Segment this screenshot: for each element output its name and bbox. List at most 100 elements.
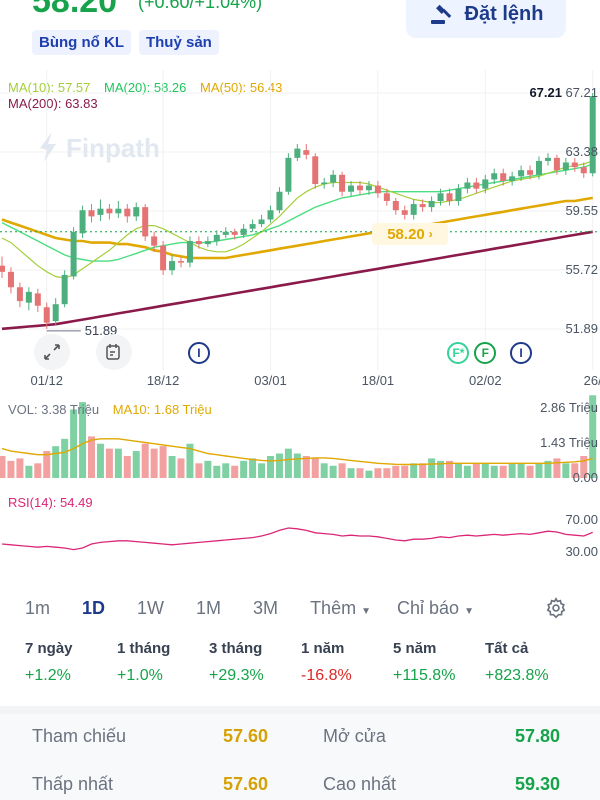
volume-bar	[141, 443, 149, 478]
volume-bar	[52, 446, 60, 478]
gavel-icon	[430, 4, 451, 24]
candle	[553, 157, 560, 171]
candle	[106, 208, 113, 214]
volume-bar	[463, 465, 471, 478]
volume-bar	[159, 446, 167, 478]
rsi-axis-label: 30.00	[565, 544, 598, 559]
tag-sector[interactable]: Thuỷ sản	[138, 30, 219, 55]
return-1m[interactable]: 1 tháng +1.0%	[117, 640, 171, 684]
volume-bar	[79, 402, 87, 478]
candle	[491, 173, 498, 180]
tab-1mo[interactable]: 1M	[196, 597, 222, 618]
candle	[536, 160, 542, 175]
price-stats-panel: Tham chiếu 57.60 Mở cửa 57.80 Thấp nhất …	[0, 714, 600, 800]
volume-bar	[356, 468, 364, 478]
high-price-value: 59.30	[515, 774, 561, 794]
stats-row: Tham chiếu 57.60 Mở cửa 57.80	[0, 726, 600, 766]
volume-bar	[267, 455, 274, 478]
candle	[562, 162, 569, 171]
event-marker[interactable]: F*	[447, 342, 470, 364]
tab-indicators[interactable]: Chỉ báo ▼	[397, 597, 474, 618]
volume-bar	[96, 443, 104, 478]
return-5y[interactable]: 5 năm +115.8%	[393, 640, 456, 684]
candle	[61, 274, 68, 305]
volume-bar	[311, 458, 319, 478]
date-axis-label: 26/	[584, 373, 600, 388]
candle	[357, 185, 363, 191]
volume-bar	[7, 460, 15, 478]
chart-note-button[interactable]	[96, 334, 132, 370]
return-all[interactable]: Tất cả +823.8%	[485, 640, 549, 684]
volume-bar	[105, 448, 113, 478]
volume-bar	[88, 436, 95, 478]
candle	[589, 96, 596, 174]
candlestick-chart[interactable]: Finpath 51.89 67.2163.3859.5555.7251.896…	[0, 70, 600, 590]
candle	[509, 176, 516, 181]
volume-bar	[472, 463, 480, 478]
candle	[383, 193, 390, 201]
place-order-button[interactable]: Đặt lệnh	[406, 0, 566, 38]
volume-bar	[526, 465, 534, 478]
volume-bar	[428, 458, 436, 478]
tab-1m[interactable]: 1m	[25, 597, 51, 618]
volume-bar	[571, 463, 579, 478]
candle	[571, 162, 578, 168]
volume-bar	[508, 463, 516, 478]
ma20-legend: MA(20): 58.26	[104, 80, 187, 95]
candle	[410, 204, 417, 215]
event-marker[interactable]: F	[474, 342, 497, 364]
candle	[527, 170, 534, 175]
volume-title: VOL: 3.38 Triệu	[8, 402, 100, 417]
date-axis-label: 18/12	[147, 373, 180, 388]
volume-ma-line	[1, 438, 593, 466]
candle	[419, 204, 426, 208]
current-price-badge[interactable]: 58.20 ›	[372, 223, 448, 245]
volume-bar	[437, 460, 445, 478]
volume-legend: VOL: 3.38 Triệu MA10: 1.68 Triệu	[8, 402, 212, 417]
candle	[222, 231, 229, 235]
candle	[97, 208, 104, 215]
volume-bar	[410, 463, 418, 478]
candle	[374, 185, 381, 194]
gear-icon[interactable]	[545, 597, 567, 619]
candle	[267, 210, 274, 220]
candle	[446, 193, 453, 201]
rsi-legend: RSI(14): 54.49	[8, 495, 93, 510]
volume-bar	[481, 463, 489, 478]
volume-bar	[25, 465, 33, 478]
tab-3m[interactable]: 3M	[253, 597, 279, 618]
tab-1d[interactable]: 1D	[82, 597, 106, 618]
price-axis-label: 55.72	[565, 262, 598, 277]
volume-bar	[499, 465, 507, 478]
volume-bar	[517, 463, 525, 478]
volume-bar	[392, 465, 400, 478]
event-marker[interactable]: I	[187, 342, 210, 364]
return-3m[interactable]: 3 tháng +29.3%	[209, 640, 264, 684]
candle	[160, 245, 167, 271]
candle	[365, 185, 372, 191]
finpath-watermark: Finpath	[66, 133, 160, 163]
date-axis-label: 18/01	[362, 373, 395, 388]
candle	[348, 185, 355, 192]
expand-chart-button[interactable]	[34, 334, 70, 370]
low-price-value: 57.60	[223, 774, 269, 794]
tab-more[interactable]: Thêm ▼	[310, 597, 371, 618]
return-1y[interactable]: 1 năm -16.8%	[301, 640, 352, 684]
candle	[178, 261, 184, 263]
event-marker[interactable]: I	[510, 342, 533, 364]
period-tabs: 1m 1D 1W 1M 3M Thêm ▼ Chỉ báo ▼	[0, 594, 600, 622]
candle	[52, 304, 59, 322]
volume-ma-label: MA10: 1.68 Triệu	[112, 402, 212, 417]
volume-axis-label: 2.86 Triệu	[540, 400, 598, 415]
volume-bar	[347, 468, 355, 478]
volume-bar	[150, 448, 158, 478]
rsi-axis-label: 70.00	[565, 512, 598, 527]
return-7d[interactable]: 7 ngày +1.2%	[25, 640, 73, 684]
candle	[339, 174, 346, 192]
volume-bar	[213, 465, 221, 478]
candle	[303, 150, 310, 155]
candle	[428, 200, 435, 208]
volume-bar	[114, 448, 122, 478]
tag-volume-spike[interactable]: Bùng nổ KL	[32, 30, 131, 55]
tab-1w[interactable]: 1W	[137, 597, 165, 618]
